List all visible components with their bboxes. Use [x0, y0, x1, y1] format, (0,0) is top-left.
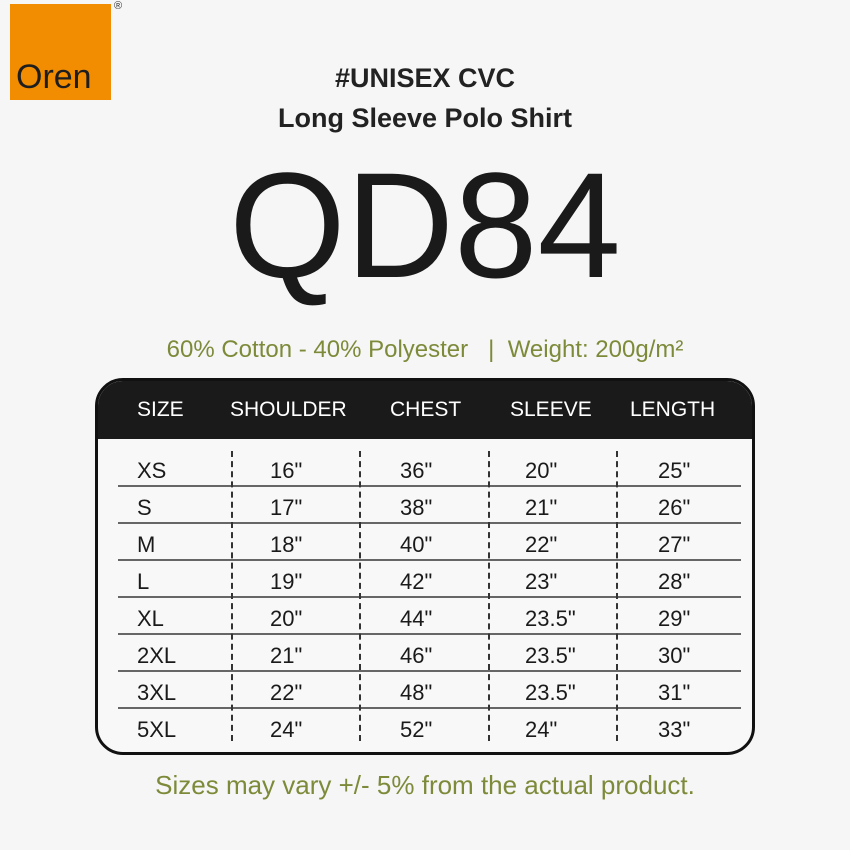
table-cell: M: [137, 532, 156, 557]
size-table: SIZE SHOULDER CHEST SLEEVE LENGTH XS 16" 36" 20…: [95, 378, 755, 755]
table-cell: 44": [400, 606, 433, 631]
table-cell: 19": [270, 569, 303, 594]
table-cell: XS: [137, 458, 167, 483]
table-cell: 5XL: [137, 717, 177, 742]
title-line1: #UNISEX CVC: [334, 63, 516, 93]
table-cell: 33": [658, 717, 691, 742]
table-row: 2XL 21" 46" 23.5" 30": [98, 637, 752, 674]
table-cell: 21": [270, 643, 303, 668]
table-cell: 23.5": [525, 643, 576, 668]
table-cell: 20": [525, 458, 558, 483]
table-cell: 40": [400, 532, 433, 557]
column-header: SIZE: [137, 398, 184, 421]
table-cell: 21": [525, 495, 558, 520]
table-cell: 22": [525, 532, 558, 557]
table-cell: 26": [658, 495, 691, 520]
table-cell: 52": [400, 717, 433, 742]
row-divider: [118, 707, 741, 709]
column-header: CHEST: [390, 398, 462, 421]
table-row: 5XL 24" 52" 24" 33": [98, 711, 752, 748]
table-cell: 46": [400, 643, 433, 668]
table-cell: 38": [400, 495, 433, 520]
logo-text: Oren: [16, 58, 92, 96]
table-cell: 2XL: [137, 643, 177, 668]
column-divider: [616, 451, 618, 741]
column-header: SHOULDER: [230, 398, 347, 421]
table-cell: 20": [270, 606, 303, 631]
brand-logo: Oren: [10, 4, 111, 100]
row-divider: [118, 559, 741, 561]
table-row: XL 20" 44" 23.5" 29": [98, 600, 752, 637]
registered-mark: ®: [114, 0, 123, 12]
table-cell: XL: [137, 606, 164, 631]
row-divider: [118, 670, 741, 672]
table-row: 3XL 22" 48" 23.5" 31": [98, 674, 752, 711]
table-row: S 17" 38" 21" 26": [98, 489, 752, 526]
row-divider: [118, 522, 741, 524]
table-cell: 24": [270, 717, 303, 742]
table-header: SIZE SHOULDER CHEST SLEEVE LENGTH: [98, 381, 752, 439]
column-header: SLEEVE: [510, 398, 592, 421]
table-cell: 23": [525, 569, 558, 594]
table-cell: 3XL: [137, 680, 177, 705]
table-cell: 42": [400, 569, 433, 594]
column-divider: [359, 451, 361, 741]
table-cell: L: [137, 569, 150, 594]
product-code: QD84: [229, 141, 621, 309]
table-cell: 18": [270, 532, 303, 557]
title-line2: Long Sleeve Polo Shirt: [277, 103, 573, 133]
row-divider: [118, 633, 741, 635]
table-cell: 48": [400, 680, 433, 705]
table-cell: 30": [658, 643, 691, 668]
column-divider: [231, 451, 233, 741]
table-cell: 31": [658, 680, 691, 705]
fabric-spec: 60% Cotton - 40% Polyester | Weight: 200…: [166, 336, 684, 363]
row-divider: [118, 485, 741, 487]
table-cell: 28": [658, 569, 691, 594]
table-cell: 22": [270, 680, 303, 705]
table-cell: 25": [658, 458, 691, 483]
column-header: LENGTH: [630, 398, 716, 421]
table-cell: 23.5": [525, 680, 576, 705]
table-cell: 27": [658, 532, 691, 557]
table-cell: S: [137, 495, 152, 520]
table-cell: 24": [525, 717, 558, 742]
table-cell: 17": [270, 495, 303, 520]
table-cell: 23.5": [525, 606, 576, 631]
table-row: M 18" 40" 22" 27": [98, 526, 752, 563]
footer-note: Sizes may vary +/- 5% from the actual pr…: [155, 770, 695, 800]
table-cell: 16": [270, 458, 303, 483]
row-divider: [118, 596, 741, 598]
table-row: XS 16" 36" 20" 25": [98, 452, 752, 489]
table-row: L 19" 42" 23" 28": [98, 563, 752, 600]
table-cell: 36": [400, 458, 433, 483]
table-cell: 29": [658, 606, 691, 631]
column-divider: [488, 451, 490, 741]
